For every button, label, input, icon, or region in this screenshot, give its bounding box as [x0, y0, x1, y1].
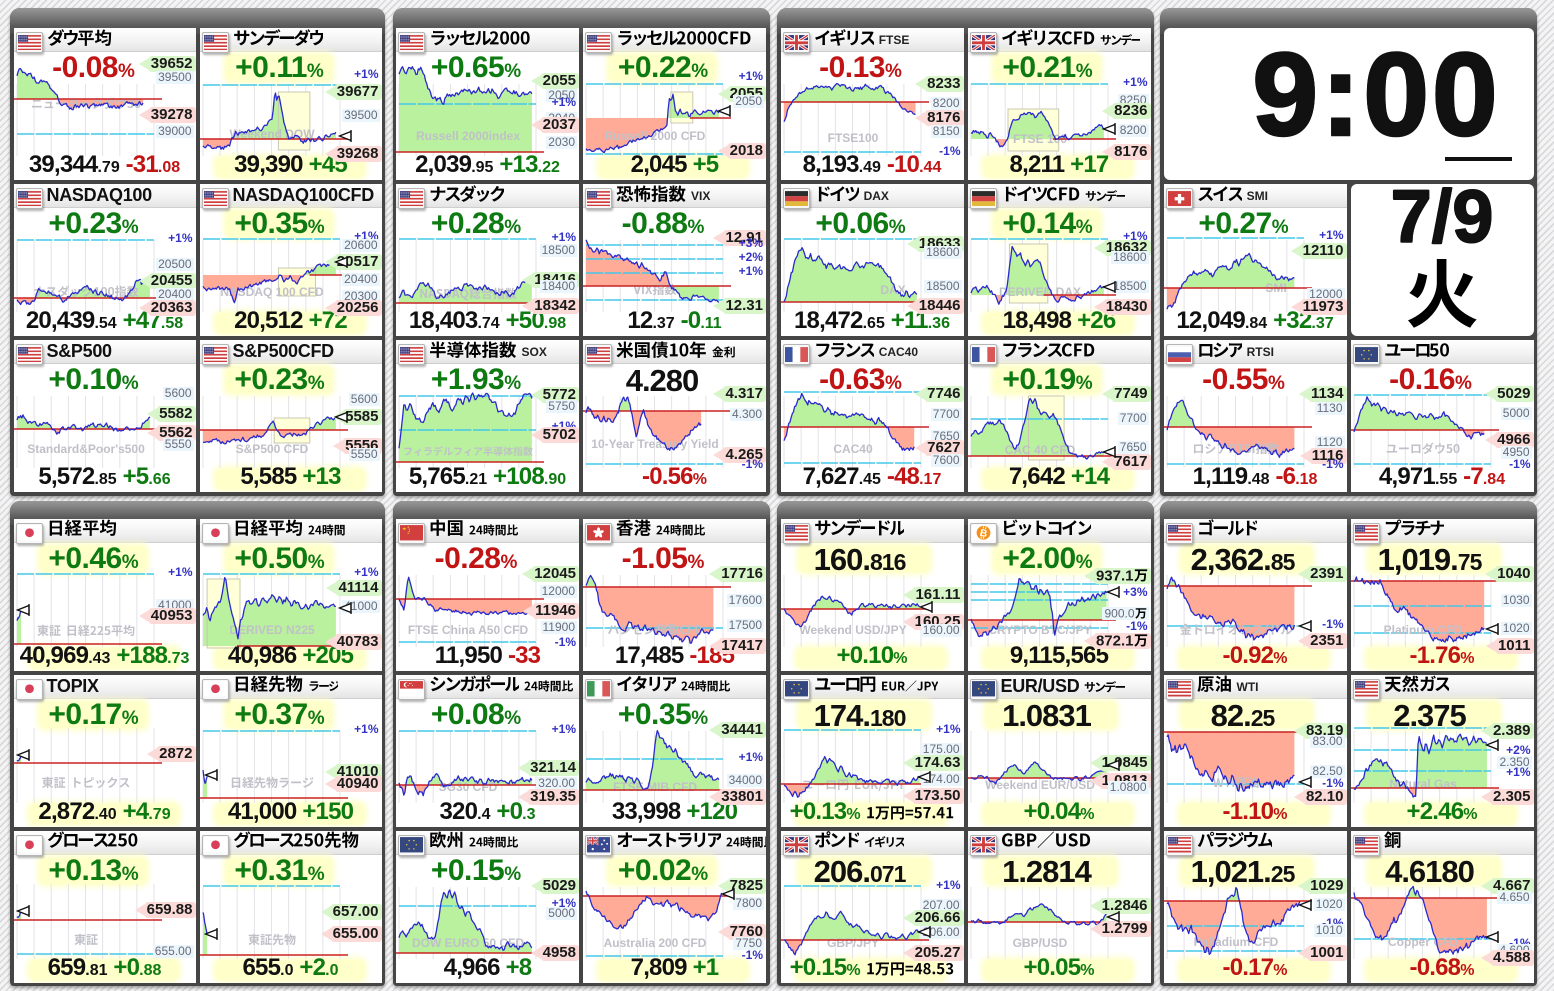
svg-text:GBP/USD: GBP/USD — [1012, 936, 1067, 950]
svg-text:DERIVED DAX: DERIVED DAX — [998, 285, 1080, 299]
svg-text:B: B — [978, 528, 987, 540]
svg-text:FTSE100: FTSE100 — [827, 131, 878, 145]
svg-text:FTSE China A50 CFD: FTSE China A50 CFD — [408, 623, 529, 637]
svg-text:Copper CFD: Copper CFD — [1388, 935, 1458, 949]
svg-text:Standard&Poor's500: Standard&Poor's500 — [27, 442, 145, 456]
svg-text:DOW EURO 50 CFD: DOW EURO 50 CFD — [412, 936, 524, 950]
svg-text:Weekend EUR/USD: Weekend EUR/USD — [985, 778, 1095, 792]
svg-text:Russell 2000 CFD: Russell 2000 CFD — [605, 129, 706, 143]
svg-text:CAC 40 CFD: CAC 40 CFD — [1004, 443, 1075, 457]
svg-text:CAC40: CAC40 — [833, 442, 873, 456]
svg-text:Australia 200 CFD: Australia 200 CFD — [604, 936, 707, 950]
svg-text:Weekend USD/JPY: Weekend USD/JPY — [799, 623, 906, 637]
svg-text:Platinum CFD: Platinum CFD — [1383, 623, 1462, 637]
svg-text:GBP/JPY: GBP/JPY — [826, 936, 878, 950]
svg-text:S&P500 CFD: S&P500 CFD — [235, 442, 308, 456]
svg-text:NASDAQ 100 CFD: NASDAQ 100 CFD — [220, 285, 324, 299]
svg-text:DERIVED N225: DERIVED N225 — [229, 623, 315, 637]
svg-text:10-Year Treasury Yield: 10-Year Treasury Yield — [591, 437, 718, 451]
svg-text:CRYPTO BTC/JPY: CRYPTO BTC/JPY — [988, 623, 1091, 637]
svg-text:Russell 2000index: Russell 2000index — [416, 129, 520, 143]
svg-text:SG30 CFD: SG30 CFD — [439, 780, 498, 794]
